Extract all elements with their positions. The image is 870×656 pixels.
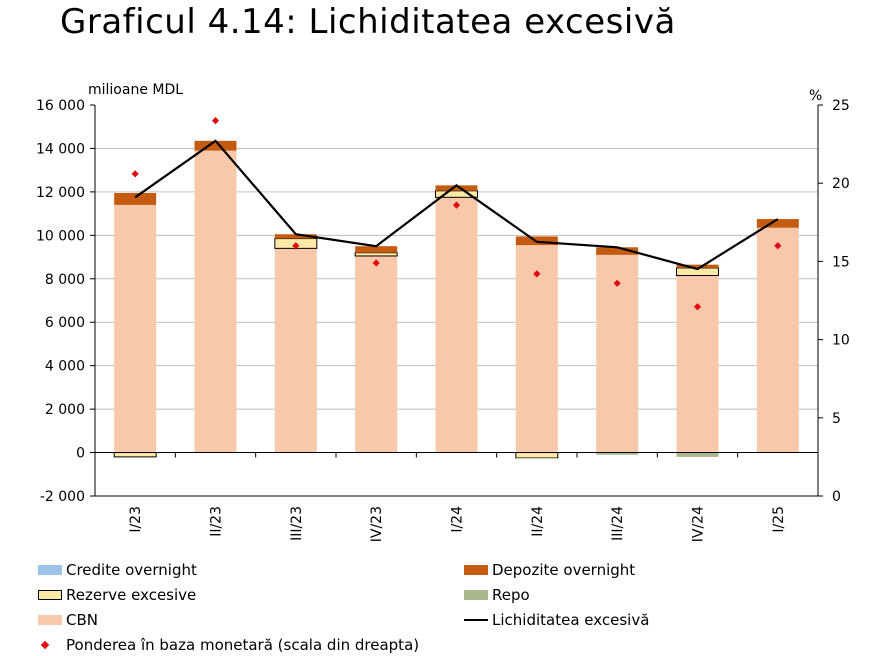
y-left-axis-title: milioane MDL xyxy=(88,82,183,98)
bar-depozite-overnight xyxy=(435,185,478,191)
bar-rezerve-excesive xyxy=(515,452,559,459)
bar-repo xyxy=(676,452,719,457)
bar-rezerve-excesive xyxy=(354,252,398,257)
bar-depozite-overnight xyxy=(676,264,719,268)
marker-ponderea xyxy=(292,242,300,250)
y-right-tick-label: 15 xyxy=(832,254,850,270)
y-left-tick-label: 16 000 xyxy=(36,98,85,114)
bar-cbn xyxy=(194,150,237,453)
bar-rezerve-excesive xyxy=(113,452,157,458)
y-right-axis-title: % xyxy=(809,88,822,104)
bar-depozite-overnight xyxy=(756,219,799,228)
y-right-tick-label: 5 xyxy=(832,411,841,427)
bar-depozite-overnight xyxy=(114,192,157,205)
x-tick-label: IV/23 xyxy=(369,506,385,542)
y-left-tick-label: -2 000 xyxy=(40,489,85,505)
x-tick-label: III/23 xyxy=(289,506,305,541)
bar-depozite-overnight xyxy=(596,247,639,255)
y-right-tick-label: 25 xyxy=(832,98,850,114)
y-left-tick-label: 4 000 xyxy=(45,359,85,375)
chart-title: Graficul 4.14: Lichiditatea excesivă xyxy=(60,2,676,42)
marker-ponderea xyxy=(211,117,220,125)
bar-cbn xyxy=(435,197,478,453)
x-tick-label: IV/24 xyxy=(691,506,707,542)
bar-cbn xyxy=(515,245,558,453)
y-left-tick-label: 12 000 xyxy=(36,185,85,201)
bar-cbn xyxy=(274,248,317,453)
bar-repo xyxy=(515,457,558,459)
marker-ponderea xyxy=(452,201,461,209)
marker-ponderea xyxy=(613,279,621,287)
bar-cbn xyxy=(596,254,639,453)
bar-cbn xyxy=(355,255,398,453)
y-right-tick-label: 0 xyxy=(832,489,841,505)
y-right-tick-label: 10 xyxy=(832,333,850,349)
y-left-tick-label: 14 000 xyxy=(36,141,85,157)
line-lichiditatea-excesiva xyxy=(134,139,779,271)
bar-cbn xyxy=(114,204,157,453)
x-tick-label: I/24 xyxy=(450,506,466,533)
x-tick-label: III/24 xyxy=(610,506,626,541)
y-left-tick-label: 8 000 xyxy=(45,272,85,288)
x-tick-label: I/25 xyxy=(771,506,787,533)
y-right-tick-label: 20 xyxy=(832,176,850,192)
marker-ponderea xyxy=(372,259,380,267)
y-left-tick-label: 0 xyxy=(76,446,85,462)
marker-ponderea xyxy=(131,170,139,178)
x-tick-label: I/23 xyxy=(128,506,144,533)
y-left-tick-label: 2 000 xyxy=(45,402,85,418)
bar-cbn xyxy=(756,227,799,453)
x-tick-label: II/23 xyxy=(209,506,225,537)
marker-ponderea xyxy=(533,270,541,278)
bar-depozite-overnight xyxy=(355,246,398,253)
marker-ponderea xyxy=(774,242,782,250)
bar-depozite-overnight xyxy=(274,234,317,239)
x-tick-label: II/24 xyxy=(530,506,546,537)
bar-depozite-overnight xyxy=(194,140,237,151)
bar-cbn xyxy=(676,275,719,453)
bar-repo xyxy=(596,452,639,455)
y-left-tick-label: 10 000 xyxy=(36,228,85,244)
y-left-tick-label: 6 000 xyxy=(45,315,85,331)
marker-ponderea xyxy=(693,303,702,311)
